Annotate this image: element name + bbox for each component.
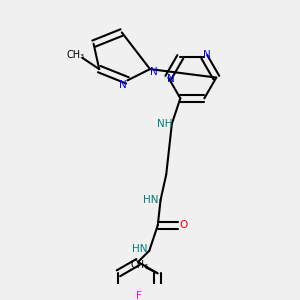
Text: N: N [167,74,175,84]
Text: N: N [119,80,127,90]
Text: NH: NH [157,119,172,129]
Text: HN: HN [132,244,147,254]
Text: O: O [179,220,187,230]
Text: HN: HN [143,195,158,205]
Text: F: F [136,291,142,300]
Text: CH₃: CH₃ [66,50,84,60]
Text: N: N [203,50,211,60]
Text: CH₃: CH₃ [130,260,148,270]
Text: N: N [150,67,158,77]
